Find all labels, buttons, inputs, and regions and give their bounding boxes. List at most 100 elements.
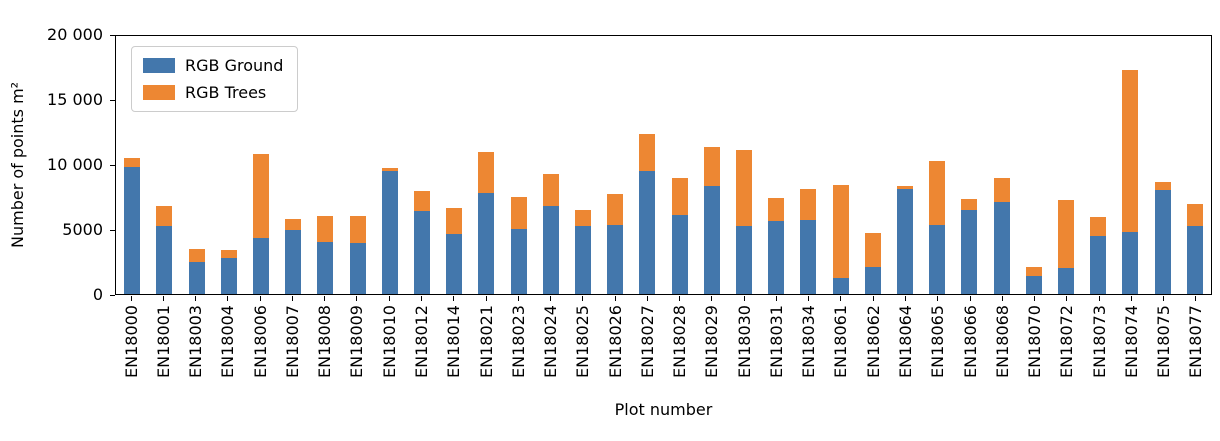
bar-group: [535, 36, 567, 294]
bar-segment-ground: [446, 234, 463, 294]
bar-group: [148, 36, 180, 294]
bar-segment-trees: [1090, 217, 1107, 236]
bar-segment-trees: [446, 208, 463, 235]
x-tick-label: EN18061: [831, 305, 851, 378]
x-tick-label: EN18008: [315, 305, 335, 378]
bar-stack: [864, 232, 881, 294]
bar-segment-trees: [864, 232, 881, 267]
bar-segment-ground: [285, 230, 302, 294]
x-tick-label: EN18025: [573, 305, 593, 378]
x-tick-cell: EN18028: [664, 296, 696, 392]
bar-segment-ground: [1154, 190, 1171, 294]
bar-segment-ground: [1186, 226, 1203, 294]
x-tick-label: EN18004: [218, 305, 238, 378]
x-tick-label: EN18003: [186, 305, 206, 378]
bar-stack: [188, 248, 205, 294]
x-tick-mark: [453, 296, 455, 301]
legend: RGB Ground RGB Trees: [131, 46, 299, 112]
x-tick-mark: [291, 296, 293, 301]
bar-group: [180, 36, 212, 294]
bar-segment-trees: [188, 248, 205, 262]
x-tick-cell: EN18010: [373, 296, 405, 392]
x-tick-mark: [646, 296, 648, 301]
bar-group: [599, 36, 631, 294]
bar-group: [1114, 36, 1146, 294]
x-tick-mark: [1163, 296, 1165, 301]
legend-item-trees: RGB Trees: [143, 83, 283, 102]
bar-stack: [220, 249, 237, 294]
bar-group: [309, 36, 341, 294]
x-tick-mark: [1034, 296, 1036, 301]
x-tick-label: EN18030: [734, 305, 754, 378]
y-tick-mark: [110, 229, 115, 231]
plot-area: RGB Ground RGB Trees: [115, 35, 1212, 295]
x-tick-label: EN18000: [121, 305, 141, 378]
bar-segment-ground: [252, 238, 269, 294]
bar-segment-ground: [349, 243, 366, 294]
bar-segment-ground: [220, 257, 237, 294]
x-tick-mark: [1130, 296, 1132, 301]
bar-segment-trees: [1122, 70, 1139, 232]
bar-group: [1082, 36, 1114, 294]
x-tick-label: EN18070: [1025, 305, 1045, 378]
bar-segment-trees: [800, 188, 817, 220]
bar-group: [889, 36, 921, 294]
bar-segment-ground: [1090, 235, 1107, 294]
x-tick-label: EN18023: [508, 305, 528, 378]
x-tick-cell: EN18031: [760, 296, 792, 392]
x-axis-label: Plot number: [614, 400, 713, 419]
y-tick-mark: [110, 34, 115, 36]
bar-group: [921, 36, 953, 294]
bar-segment-trees: [768, 197, 785, 222]
bar-stack: [1057, 200, 1074, 294]
bar-segment-ground: [896, 188, 913, 294]
x-tick-mark: [872, 296, 874, 301]
legend-swatch-ground: [143, 58, 175, 73]
x-tick-cell: EN18026: [599, 296, 631, 392]
bar-segment-ground: [413, 210, 430, 294]
bar-segment-ground: [510, 229, 527, 294]
bar-segment-ground: [993, 201, 1010, 294]
x-tick-label: EN18075: [1154, 305, 1174, 378]
bar-segment-ground: [961, 209, 978, 294]
x-tick-cell: EN18023: [502, 296, 534, 392]
bar-stack: [317, 216, 334, 294]
bar-segment-trees: [349, 216, 366, 244]
x-tick-mark: [130, 296, 132, 301]
y-tick-label: 10 000: [47, 155, 103, 174]
legend-item-ground: RGB Ground: [143, 56, 283, 75]
x-tick-mark: [517, 296, 519, 301]
x-tick-mark: [1001, 296, 1003, 301]
bar-segment-trees: [929, 161, 946, 226]
x-tick-mark: [550, 296, 552, 301]
bar-stack: [671, 178, 688, 294]
bar-stack: [1122, 70, 1139, 294]
x-tick-cell: EN18009: [341, 296, 373, 392]
bar-segment-trees: [252, 153, 269, 239]
bar-group: [438, 36, 470, 294]
bar-segment-ground: [478, 192, 495, 294]
bar-stack: [607, 193, 624, 294]
x-tick-mark: [1195, 296, 1197, 301]
x-tick-label: EN18006: [250, 305, 270, 378]
bar-segment-trees: [703, 147, 720, 187]
x-tick-label: EN18026: [605, 305, 625, 378]
bar-group: [1050, 36, 1082, 294]
y-tick-label: 15 000: [47, 90, 103, 109]
bar-segment-trees: [220, 249, 237, 258]
x-tick-cell: EN18001: [147, 296, 179, 392]
bar-segment-trees: [317, 216, 334, 242]
bar-segment-ground: [800, 219, 817, 294]
x-tick-label: EN18010: [379, 305, 399, 378]
x-tick-label: EN18029: [702, 305, 722, 378]
bar-stack: [1090, 217, 1107, 294]
x-tick-cell: EN18072: [1051, 296, 1083, 392]
bar-group: [760, 36, 792, 294]
bar-group: [502, 36, 534, 294]
bar-group: [213, 36, 245, 294]
x-tick-label: EN18074: [1121, 305, 1141, 378]
x-tick-cell: EN18073: [1083, 296, 1115, 392]
x-tick-cell: EN18007: [276, 296, 308, 392]
x-tick-cell: EN18074: [1115, 296, 1147, 392]
x-tick-label: EN18034: [799, 305, 819, 378]
